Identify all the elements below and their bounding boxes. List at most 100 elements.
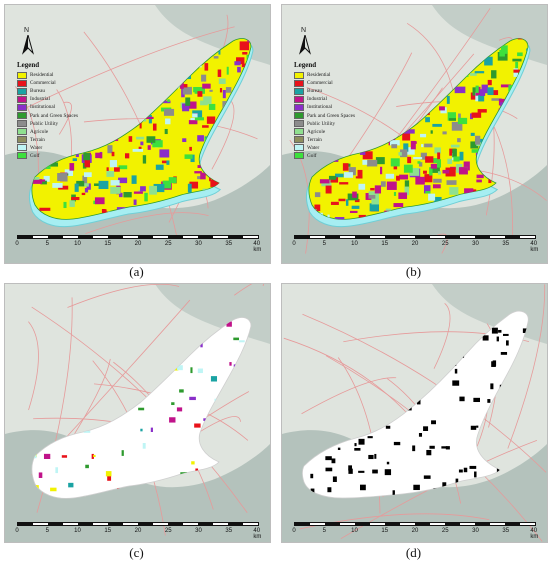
land-use-patch bbox=[452, 380, 460, 386]
land-use-patch bbox=[366, 159, 378, 167]
land-use-patch bbox=[200, 172, 206, 180]
scale-segment bbox=[310, 523, 325, 525]
legend-item: Golf bbox=[17, 152, 83, 160]
land-use-patch bbox=[229, 362, 232, 366]
scale-tick-label: 25 bbox=[164, 528, 172, 534]
land-use-patch bbox=[421, 144, 424, 148]
land-use-patch bbox=[93, 183, 102, 186]
map-a-svg bbox=[5, 5, 270, 263]
land-use-patch bbox=[204, 63, 209, 71]
land-use-patch bbox=[429, 167, 433, 176]
legend-swatch bbox=[17, 128, 27, 136]
land-use-patch bbox=[398, 192, 408, 199]
legend-items: Residential Commercial Bureau Industrial Ins… bbox=[17, 71, 83, 160]
land-use-patch bbox=[424, 174, 433, 183]
land-use-patch bbox=[332, 476, 337, 482]
map-panel-d: 0 5 10 15 20 25 30 35 40 km bbox=[281, 283, 548, 543]
scale-segment bbox=[138, 523, 153, 525]
scale-tick-label: 30 bbox=[195, 241, 202, 247]
land-use-patch bbox=[442, 131, 447, 135]
land-use-patch bbox=[140, 141, 144, 146]
land-use-patch bbox=[385, 425, 391, 429]
land-use-patch bbox=[189, 146, 192, 151]
scale-segment bbox=[355, 236, 370, 238]
legend-label: Industrial bbox=[30, 96, 50, 103]
land-use-patch bbox=[446, 180, 457, 185]
scale-segment bbox=[460, 523, 475, 525]
legend: Legend Residential Commercial Bureau Indust… bbox=[17, 61, 83, 160]
land-use-patch bbox=[197, 165, 203, 169]
land-use-patch bbox=[145, 116, 154, 120]
land-use-patch bbox=[474, 71, 485, 74]
land-use-patch bbox=[437, 152, 441, 160]
caption-c: (c) bbox=[129, 545, 144, 560]
land-use-patch bbox=[84, 158, 90, 168]
legend-item: Industrial bbox=[17, 95, 83, 103]
land-use-patch bbox=[64, 169, 74, 176]
scale-segment bbox=[108, 236, 123, 238]
land-use-patch bbox=[470, 92, 479, 100]
land-use-patch bbox=[451, 121, 463, 131]
legend-label: Residential bbox=[30, 72, 54, 79]
land-use-patch bbox=[380, 181, 386, 187]
legend-label: Bureau bbox=[307, 88, 322, 95]
land-use-patch bbox=[192, 113, 198, 118]
land-use-patch bbox=[470, 132, 475, 136]
scale-tick-label: 5 bbox=[45, 528, 49, 534]
legend-swatch bbox=[17, 136, 27, 144]
land-use-patch bbox=[418, 162, 423, 167]
land-use-patch bbox=[482, 335, 489, 341]
land-use-patch bbox=[114, 167, 120, 172]
land-use-patch bbox=[325, 456, 332, 461]
land-use-patch bbox=[182, 103, 190, 112]
legend-label: Institutional bbox=[30, 104, 56, 111]
land-use-patch bbox=[146, 136, 156, 143]
land-use-patch bbox=[314, 192, 321, 198]
land-use-patch bbox=[85, 464, 89, 469]
land-use-patch bbox=[442, 482, 447, 489]
legend-item: Agricole bbox=[17, 128, 83, 136]
land-use-patch bbox=[354, 199, 360, 203]
land-use-patch bbox=[425, 156, 434, 163]
scale-segment bbox=[228, 523, 243, 525]
land-use-patch bbox=[446, 95, 450, 104]
land-use-patch bbox=[403, 164, 413, 173]
land-use-patch bbox=[413, 484, 420, 491]
legend-item: Public Utility bbox=[17, 120, 83, 128]
land-use-patch bbox=[347, 163, 351, 167]
land-use-patch bbox=[162, 180, 172, 189]
map-d-svg bbox=[282, 284, 547, 542]
land-use-patch bbox=[437, 171, 441, 175]
scale-segment bbox=[490, 236, 505, 238]
land-use-patch bbox=[441, 446, 448, 449]
scale-tick-label: 0 bbox=[15, 528, 19, 534]
legend-swatch bbox=[17, 95, 27, 103]
land-use-patch bbox=[203, 418, 207, 421]
land-use-patch bbox=[147, 145, 151, 150]
land-use-patch bbox=[423, 185, 431, 194]
scale-bar-segments bbox=[17, 235, 259, 239]
scale-tick-label: 0 bbox=[292, 528, 296, 534]
road-line bbox=[301, 377, 397, 415]
land-use-patch bbox=[476, 174, 484, 179]
scale-tick-label: 20 bbox=[134, 241, 142, 247]
land-use-patch bbox=[194, 423, 201, 428]
land-use-patch bbox=[197, 176, 202, 180]
road-line bbox=[58, 101, 72, 135]
land-use-patch bbox=[351, 205, 360, 209]
land-use-patch bbox=[219, 88, 223, 93]
legend-swatch bbox=[17, 87, 27, 95]
land-use-patch bbox=[123, 191, 132, 198]
scale-tick-label: 40 km bbox=[253, 241, 262, 253]
land-use-patch bbox=[479, 89, 486, 96]
land-use-patch bbox=[177, 365, 183, 371]
land-use-patch bbox=[370, 187, 375, 191]
land-use-patch bbox=[330, 176, 339, 183]
land-use-patch bbox=[470, 425, 477, 430]
land-use-patch bbox=[432, 158, 439, 164]
land-use-patch bbox=[80, 183, 89, 187]
legend-item: Golf bbox=[294, 152, 360, 160]
land-use-patch bbox=[409, 167, 420, 176]
map-c-svg bbox=[5, 284, 270, 542]
land-use-patch bbox=[379, 166, 383, 175]
